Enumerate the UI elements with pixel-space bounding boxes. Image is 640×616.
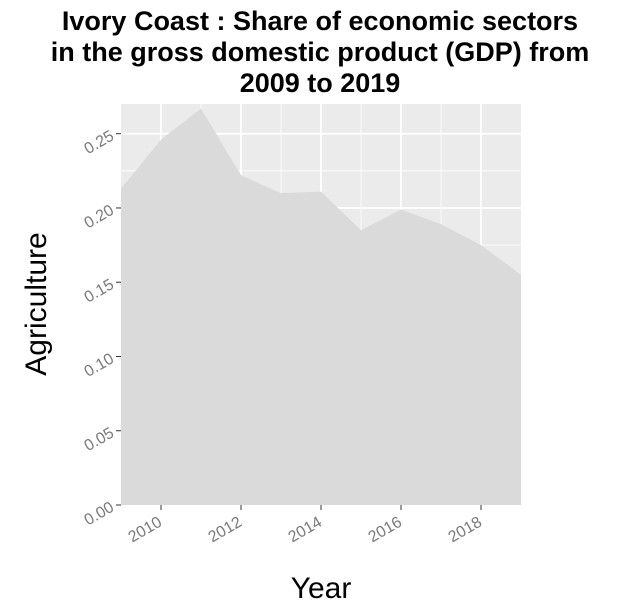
x-tick-label: 2016 [366, 514, 405, 547]
x-axis: 2010 2012 2014 2016 2018 [126, 505, 485, 546]
y-tick-label: 0.05 [82, 425, 118, 455]
y-axis: 0.00 0.05 0.10 0.15 0.20 0.25 [82, 128, 121, 529]
x-tick-label: 2010 [126, 514, 165, 547]
y-tick-label: 0.20 [82, 202, 118, 232]
chart-title-line-1: Ivory Coast : Share of economic sectors [61, 6, 579, 36]
x-tick-label: 2018 [446, 514, 485, 547]
area-series [121, 108, 521, 505]
x-tick-label: 2012 [206, 514, 245, 547]
chart-title-line-2: in the gross domestic product (GDP) from [50, 37, 590, 67]
x-axis-title: Year [291, 572, 352, 605]
y-tick-label: 0.25 [82, 128, 118, 158]
y-tick-label: 0.15 [82, 276, 118, 306]
chart-title: Ivory Coast : Share of economic sectors … [0, 6, 640, 99]
chart-title-line-3: 2009 to 2019 [239, 68, 401, 98]
y-tick-label: 0.00 [82, 499, 118, 529]
y-tick-label: 0.10 [82, 350, 118, 380]
x-tick-label: 2014 [286, 514, 325, 547]
y-axis-title: Agriculture [20, 232, 53, 375]
